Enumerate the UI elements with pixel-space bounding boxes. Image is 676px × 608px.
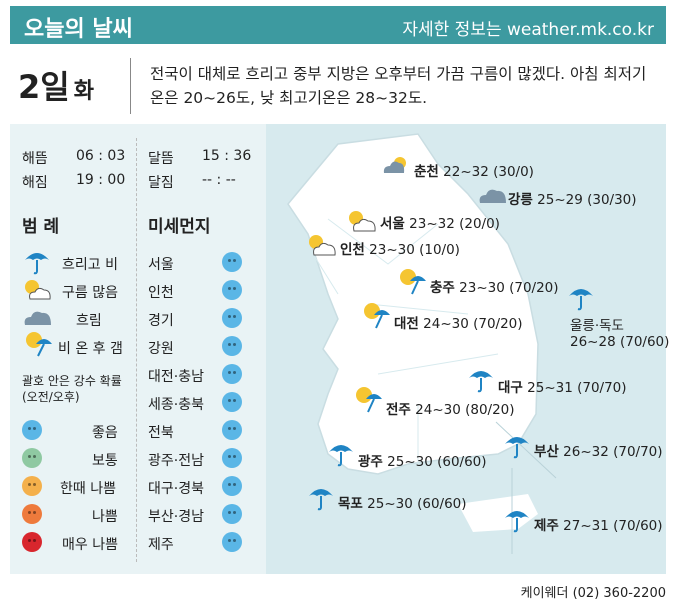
umbrella-icon xyxy=(25,253,49,275)
moonset-time: -- : -- xyxy=(202,172,236,188)
good-face-icon xyxy=(222,420,242,440)
level-very-bad: 매우 나쁨 xyxy=(62,537,118,553)
very-bad-face-icon xyxy=(22,532,42,552)
sunrise-label: 해뜸 xyxy=(22,151,48,167)
legend-partly-cloudy: 구름 많음 xyxy=(62,285,118,301)
level-bad: 나쁨 xyxy=(92,509,118,525)
moonset-label: 달짐 xyxy=(148,175,174,191)
umbrella-icon xyxy=(469,371,493,393)
umbrella-icon xyxy=(505,437,529,459)
footer-credit: 케이웨더 (02) 360-2200 xyxy=(520,586,666,601)
city-busan: 부산 26~32 (70/70) xyxy=(534,444,663,460)
dust-title: 미세먼지 xyxy=(148,217,211,237)
good-face-icon xyxy=(222,280,242,300)
rain-then-sun-icon xyxy=(364,303,390,329)
good-face-icon xyxy=(222,448,242,468)
legend-rain: 흐리고 비 xyxy=(62,257,118,273)
dust-region: 서울 xyxy=(148,257,174,273)
good-face-icon xyxy=(222,392,242,412)
legend-note-ampm: (오전/오후) xyxy=(22,390,80,404)
site-link[interactable]: 자세한 정보는 weather.mk.co.kr xyxy=(402,20,654,40)
good-face-icon xyxy=(222,532,242,552)
bad-face-icon xyxy=(22,504,42,524)
temp-bad-face-icon xyxy=(22,476,42,496)
umbrella-icon xyxy=(569,289,593,311)
divider xyxy=(130,58,131,114)
page-title: 오늘의 날씨 xyxy=(24,17,133,42)
legend-title: 범 례 xyxy=(22,217,60,237)
cloud-icon xyxy=(24,311,51,325)
cloud-icon xyxy=(479,189,506,203)
moonrise-time: 15 : 36 xyxy=(202,148,252,164)
legend-cloudy: 흐림 xyxy=(76,313,102,329)
city-ulleung-dokdo-temp: 26~28 (70/60) xyxy=(570,334,670,350)
city-chuncheon: 춘천 22~32 (30/0) xyxy=(414,164,534,180)
good-face-icon xyxy=(222,476,242,496)
city-gangneung: 강릉 25~29 (30/30) xyxy=(508,192,637,208)
level-temp-bad: 한때 나쁨 xyxy=(60,481,116,497)
good-face-icon xyxy=(222,336,242,356)
city-jeonju: 전주 24~30 (80/20) xyxy=(386,402,515,418)
good-face-icon xyxy=(222,308,242,328)
sunset-time: 19 : 00 xyxy=(76,172,126,188)
date-day: 2일 xyxy=(18,68,70,106)
city-chungju: 충주 23~30 (70/20) xyxy=(430,280,559,296)
moonrise-label: 달뜸 xyxy=(148,151,174,167)
legend-note: 괄호 안은 강수 확률 xyxy=(22,374,122,388)
rain-then-sun-icon xyxy=(356,387,382,413)
date-weekday: 화 xyxy=(73,79,94,104)
city-ulleung-dokdo: 울릉·독도 xyxy=(570,318,624,334)
city-incheon: 인천 23~30 (10/0) xyxy=(340,242,460,258)
rain-then-sun-icon xyxy=(400,269,426,295)
rain-then-sun-icon xyxy=(26,332,52,357)
dust-region: 인천 xyxy=(148,285,174,301)
sun-cloud-icon xyxy=(25,280,51,300)
dust-region: 대구·경북 xyxy=(148,481,204,497)
panel-separator xyxy=(136,138,137,562)
city-daegu: 대구 25~31 (70/70) xyxy=(498,380,627,396)
dust-region: 강원 xyxy=(148,341,174,357)
dust-region: 경기 xyxy=(148,313,174,329)
city-mokpo: 목포 25~30 (60/60) xyxy=(338,496,467,512)
good-face-icon xyxy=(222,252,242,272)
sun-cloud-icon xyxy=(383,157,406,173)
city-daejeon: 대전 24~30 (70/20) xyxy=(394,316,523,332)
sunrise-time: 06 : 03 xyxy=(76,148,126,164)
dust-region: 제주 xyxy=(148,537,174,553)
dust-region: 광주·전남 xyxy=(148,453,204,469)
good-face-icon xyxy=(222,504,242,524)
good-face-icon xyxy=(22,420,42,440)
city-gwangju: 광주 25~30 (60/60) xyxy=(358,454,487,470)
sunset-label: 해짐 xyxy=(22,175,48,191)
date: 2일 화 xyxy=(18,62,94,108)
umbrella-icon xyxy=(505,511,529,533)
normal-face-icon xyxy=(22,448,42,468)
level-normal: 보통 xyxy=(92,453,118,469)
city-jeju: 제주 27~31 (70/60) xyxy=(534,518,663,534)
level-good: 좋음 xyxy=(92,425,118,441)
umbrella-icon xyxy=(309,489,333,511)
city-seoul: 서울 23~32 (20/0) xyxy=(380,216,500,232)
dust-region: 세종·충북 xyxy=(148,397,204,413)
sun-cloud-icon xyxy=(309,235,336,256)
header-bar: 오늘의 날씨 자세한 정보는 weather.mk.co.kr xyxy=(10,6,666,44)
sun-cloud-icon xyxy=(349,211,376,232)
dust-region: 전북 xyxy=(148,425,174,441)
legend-rain-then-clear: 비 온 후 갬 xyxy=(58,341,123,357)
umbrella-icon xyxy=(329,445,353,467)
good-face-icon xyxy=(222,364,242,384)
dust-region: 대전·충남 xyxy=(148,369,204,385)
dust-region: 부산·경남 xyxy=(148,509,204,525)
forecast-summary: 전국이 대체로 흐리고 중부 지방은 오후부터 가끔 구름이 많겠다. 아침 최… xyxy=(150,65,647,107)
